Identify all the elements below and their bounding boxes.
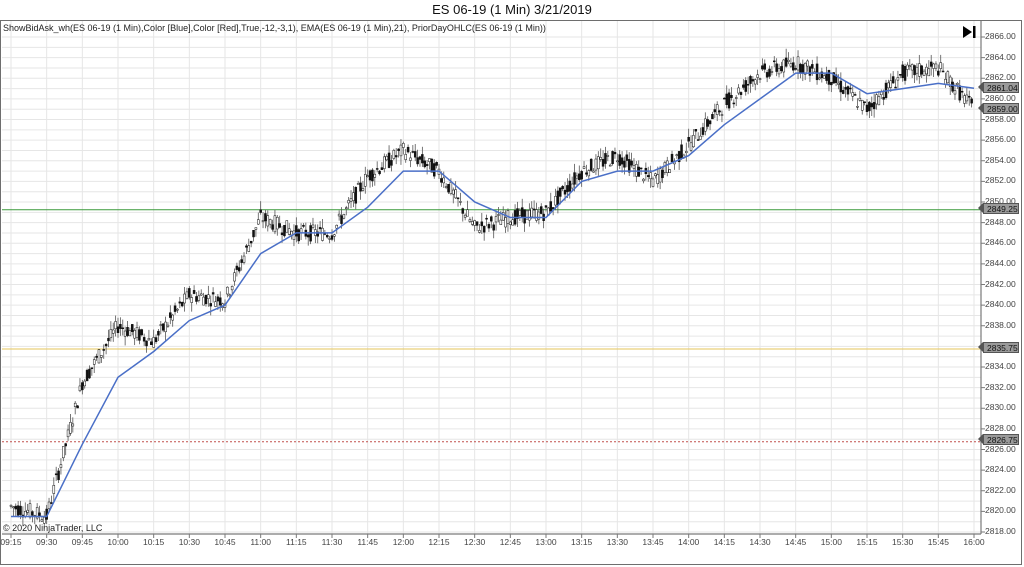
time-axis-label: 09:45 [71,537,93,547]
time-axis-label: 10:30 [178,537,200,547]
time-axis-label: 13:00 [535,537,557,547]
price-axis-label: 2860.00 [985,92,1016,103]
chart-title: ES 06-19 (1 Min) 3/21/2019 [432,2,592,17]
time-axis-label: 15:00 [820,537,842,547]
price-axis-label: 2846.00 [985,237,1016,248]
price-axis-label: 2820.00 [985,505,1016,516]
time-axis-label: 14:00 [678,537,700,547]
time-axis-label: 12:30 [464,537,486,547]
price-axis-label: 2824.00 [985,464,1016,475]
time-axis-label: 14:45 [785,537,807,547]
ema-price-tag: 2861.04 [978,82,1019,93]
skip-to-end-icon [963,26,976,38]
time-axis-label: 14:30 [749,537,771,547]
time-axis-label: 12:15 [428,537,450,547]
copyright-text: © 2020 NinjaTrader, LLC [3,523,103,533]
chart-frame [0,20,1022,565]
price-axis-label: 2834.00 [985,361,1016,371]
price-axis-label: 2850.00 [985,196,1016,206]
time-axis-label: 11:45 [357,537,378,547]
price-axis-label: 2830.00 [985,402,1016,413]
price-axis-label: 2822.00 [985,484,1016,495]
price-axis-label: 2864.00 [985,51,1016,62]
price-axis-label: 2858.00 [985,113,1016,124]
time-axis-label: 12:00 [392,537,414,547]
price-axis-label: 2826.00 [985,443,1016,454]
time-axis-label: 09:15 [0,537,22,547]
price-axis-label: 2842.00 [985,278,1016,289]
time-axis-label: 09:30 [36,537,58,547]
time-axis-label: 15:30 [892,537,914,547]
time-axis-label: 15:15 [856,537,878,547]
time-axis-label: 13:45 [642,537,664,547]
price-axis-label: 2818.00 [985,526,1016,536]
prior-mid-price-tag: 2835.75 [978,342,1019,353]
price-axis-label: 2852.00 [985,175,1016,186]
skip-to-end-button[interactable] [962,25,976,39]
time-axis-label: 14:15 [713,537,735,547]
prior-high-price-tag: 2849.25 [978,203,1019,214]
price-axis-label: 2828.00 [985,422,1016,433]
time-axis-label: 10:00 [107,537,129,547]
time-axis-label: 10:45 [214,537,236,547]
price-axis-label: 2844.00 [985,257,1016,268]
price-axis-label: 2832.00 [985,381,1016,392]
time-axis-label: 12:45 [499,537,521,547]
time-axis-label: 11:00 [250,537,271,547]
price-axis-label: 2862.00 [985,72,1016,83]
price-axis-label: 2840.00 [985,299,1016,310]
price-axis-label: 2856.00 [985,134,1016,145]
price-axis-label: 2854.00 [985,154,1016,165]
time-axis-label: 11:15 [286,537,307,547]
indicator-list-label: ShowBidAsk_wh(ES 06-19 (1 Min),Color [Bl… [3,23,546,33]
price-bars [9,48,973,530]
prior-low-price-tag: 2826.75 [978,434,1019,445]
price-axis-label: 2838.00 [985,319,1016,330]
time-axis-label: 16:00 [963,537,985,547]
ema-line [11,72,975,518]
last-price-tag: 2859.00 [978,103,1019,114]
time-axis-label: 11:30 [321,537,343,547]
time-axis-label: 10:15 [143,537,165,547]
time-axis-label: 13:30 [606,537,628,547]
price-axis-label: 2866.00 [985,31,1016,41]
time-axis-label: 13:15 [571,537,593,547]
time-axis-label: 15:45 [927,537,949,547]
price-axis-label: 2848.00 [985,216,1016,227]
